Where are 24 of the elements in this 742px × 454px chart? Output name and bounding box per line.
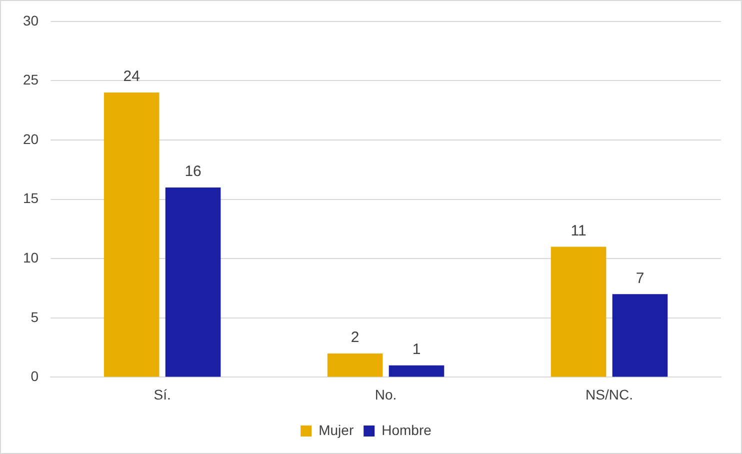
- x-tick-label: No.: [374, 386, 397, 402]
- y-tick-label: 20: [22, 130, 39, 147]
- data-label: 11: [570, 222, 586, 240]
- data-label: 24: [123, 68, 140, 86]
- x-tick-label: NS/NC.: [586, 386, 633, 402]
- data-label: 2: [350, 329, 360, 346]
- y-tick-label: 25: [22, 72, 39, 88]
- y-tick-label: 30: [22, 12, 39, 28]
- data-label: 1: [412, 340, 421, 358]
- legend-label: Hombre: [382, 422, 432, 438]
- bar: [612, 294, 668, 377]
- bar: [388, 365, 444, 377]
- data-label: 7: [636, 270, 644, 287]
- bar: [165, 187, 221, 377]
- legend-label: Mujer: [318, 422, 354, 438]
- bar: [327, 353, 383, 377]
- x-tick-label: Sí.: [154, 386, 171, 402]
- y-tick-label: 15: [22, 190, 39, 206]
- bar: [550, 246, 606, 377]
- y-tick-label: 0: [30, 368, 39, 384]
- bar: [104, 92, 160, 377]
- data-label: 16: [184, 163, 202, 180]
- y-tick-label: 10: [22, 249, 39, 266]
- y-tick-label: 5: [30, 308, 39, 325]
